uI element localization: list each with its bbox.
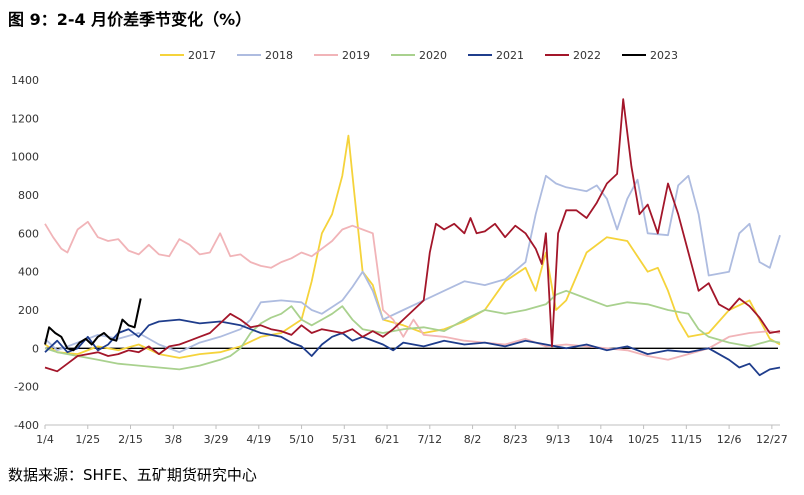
y-tick-label: 600 [18, 227, 39, 240]
x-tick-label: 2/15 [118, 433, 143, 446]
chart-series [44, 98, 781, 377]
x-tick-label: 10/4 [588, 433, 613, 446]
series-line-2023 [44, 298, 142, 352]
x-tick-label: 8/2 [464, 433, 482, 446]
x-tick-label: 11/15 [670, 433, 702, 446]
y-tick-label: 0 [32, 342, 39, 355]
legend-label-2021: 2021 [496, 49, 524, 62]
x-tick-label: 5/31 [332, 433, 357, 446]
series-line-2021 [44, 318, 781, 377]
y-tick-label: 1000 [11, 151, 39, 164]
page-title: 图 9：2-4 月价差季节变化（%） [8, 10, 252, 29]
x-tick-label: 3/8 [164, 433, 182, 446]
x-tick-label: 10/25 [628, 433, 660, 446]
x-tick-label: 12/6 [717, 433, 742, 446]
x-tick-label: 3/29 [204, 433, 229, 446]
x-tick-label: 7/12 [417, 433, 442, 446]
series-line-2017 [44, 134, 781, 359]
x-axis: 1/4 1/25 2/15 3/8 3/29 4/19 5/10 5/31 6/21 7/12 8/… [36, 424, 788, 446]
series-line-2019 [44, 220, 781, 361]
legend-label-2022: 2022 [573, 49, 601, 62]
x-tick-label: 8/23 [503, 433, 528, 446]
x-tick-label: 4/19 [246, 433, 271, 446]
y-tick-label: -200 [14, 381, 39, 394]
y-axis: -400 -200 0 200 400 600 800 1000 1200 1400 [11, 74, 778, 432]
x-tick-label: 12/27 [756, 433, 788, 446]
legend-label-2018: 2018 [265, 49, 293, 62]
series-line-2020 [44, 289, 781, 371]
y-tick-label: 200 [18, 304, 39, 317]
y-tick-label: 1400 [11, 74, 39, 87]
y-tick-label: -400 [14, 419, 39, 432]
x-tick-label: 5/10 [289, 433, 314, 446]
source-note: 数据来源：SHFE、五矿期货研究中心 [8, 466, 257, 484]
chart-legend: 2017 2018 2019 2020 2021 2022 2023 [160, 49, 678, 62]
series-line-2018 [44, 174, 781, 354]
y-tick-label: 400 [18, 266, 39, 279]
series-line-2022 [44, 98, 781, 373]
x-tick-label: 6/21 [375, 433, 400, 446]
x-tick-label: 1/4 [36, 433, 54, 446]
x-tick-label: 1/25 [75, 433, 100, 446]
y-tick-label: 800 [18, 189, 39, 202]
legend-label-2020: 2020 [419, 49, 447, 62]
legend-label-2019: 2019 [342, 49, 370, 62]
legend-label-2017: 2017 [188, 49, 216, 62]
x-tick-label: 9/13 [546, 433, 571, 446]
y-tick-label: 1200 [11, 112, 39, 125]
legend-label-2023: 2023 [650, 49, 678, 62]
